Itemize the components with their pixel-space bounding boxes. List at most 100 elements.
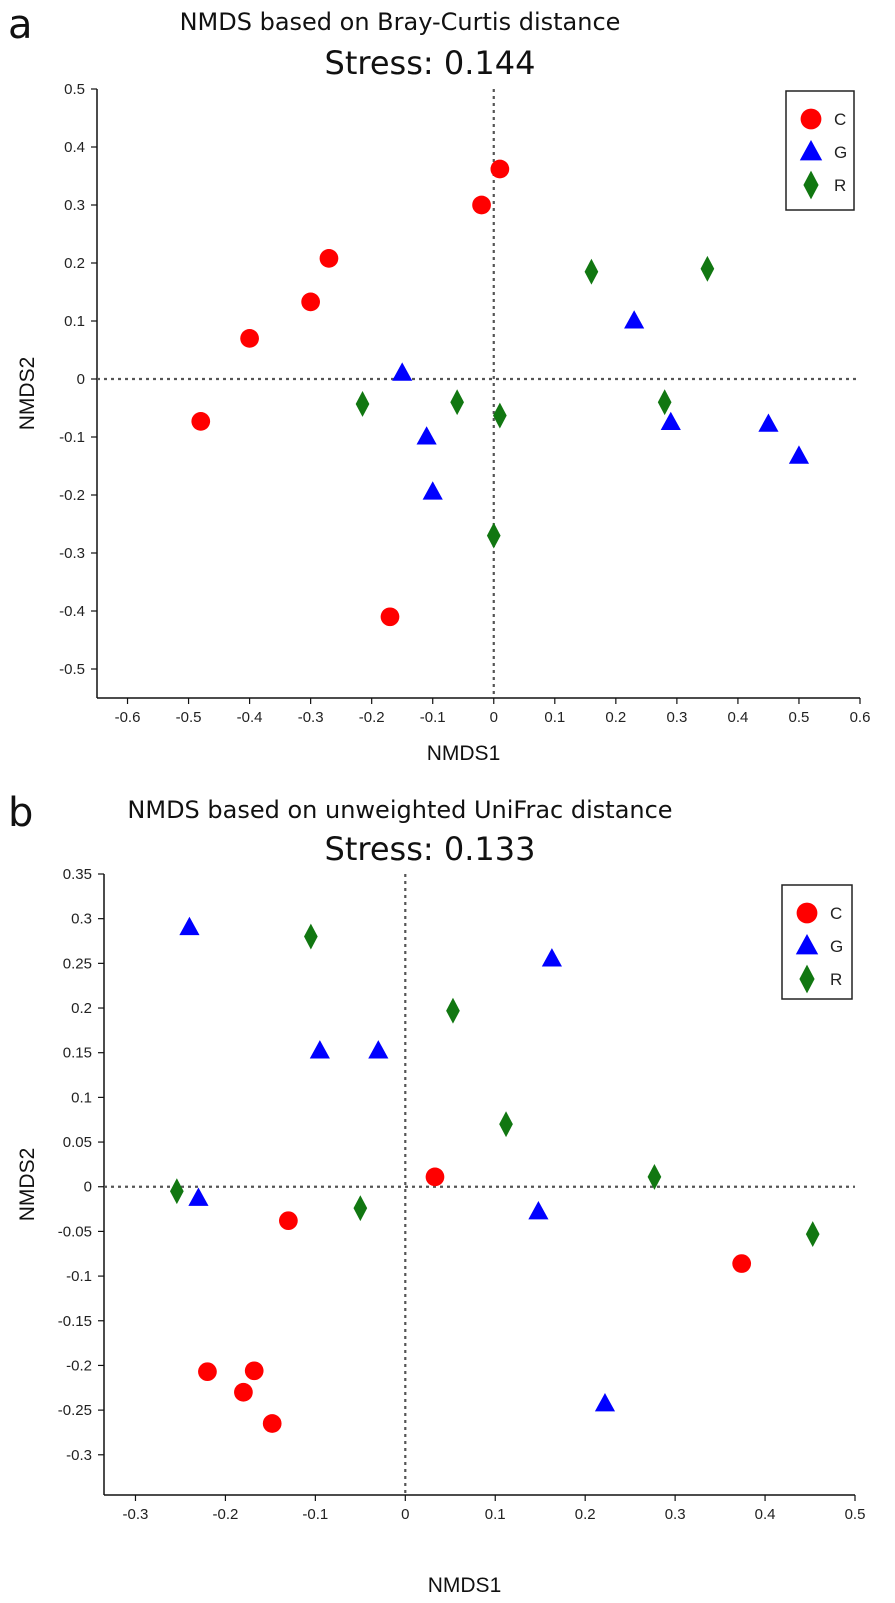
data-point-G [788, 445, 810, 464]
y-tick-label: 0.3 [64, 197, 85, 214]
data-point-G [528, 1200, 549, 1220]
data-point-C [319, 248, 339, 268]
y-tick-label: -0.25 [58, 1402, 92, 1419]
x-tick-label: -0.1 [302, 1506, 328, 1523]
y-tick-label: -0.3 [66, 1447, 92, 1464]
data-point-R [450, 389, 464, 416]
stress-value: Stress: 0.133 [324, 830, 536, 868]
x-tick-label: -0.6 [115, 709, 141, 726]
x-tick-label: 0.6 [850, 709, 871, 726]
legend-marker-R [799, 964, 815, 994]
data-point-R [355, 390, 370, 417]
y-tick-label: 0.3 [71, 911, 92, 928]
x-tick-label: -0.4 [237, 709, 263, 726]
y-tick-label: 0.1 [71, 1089, 92, 1106]
x-tick-label: -0.5 [176, 709, 202, 726]
data-point-G [188, 1187, 209, 1206]
y-tick-label: 0.5 [64, 81, 85, 98]
data-point-C [490, 159, 510, 179]
data-point-R [486, 522, 501, 549]
y-tick-label: 0.35 [63, 866, 92, 883]
data-point-G [179, 916, 200, 936]
data-point-G [422, 481, 443, 500]
y-tick-label: -0.4 [59, 603, 85, 620]
data-point-C [262, 1414, 282, 1433]
data-point-R [446, 997, 460, 1024]
y-axis-label: NMDS2 [16, 1148, 39, 1222]
y-tick-label: 0.4 [64, 139, 85, 156]
x-tick-label: -0.2 [212, 1506, 238, 1523]
y-tick-label: 0.1 [64, 313, 85, 330]
data-point-G [660, 411, 681, 431]
chart-title: NMDS based on unweighted UniFrac distanc… [127, 796, 673, 824]
data-point-G [624, 310, 645, 329]
legend-label-R: R [830, 970, 842, 989]
legend-label-C: C [830, 904, 842, 923]
legend-label-C: C [834, 110, 846, 129]
x-tick-label: 0.5 [789, 709, 810, 726]
y-tick-label: -0.1 [59, 429, 85, 446]
data-point-C [301, 292, 321, 312]
chart-title: NMDS based on Bray-Curtis distance [179, 8, 621, 36]
y-tick-label: -0.3 [59, 545, 85, 562]
legend-marker-G [795, 934, 819, 955]
data-point-C [472, 195, 491, 215]
y-tick-label: -0.1 [66, 1268, 92, 1285]
x-tick-label: 0.2 [605, 709, 626, 726]
y-tick-label: 0.2 [64, 255, 85, 272]
y-tick-label: 0 [77, 371, 85, 388]
x-tick-label: 0.2 [575, 1506, 596, 1523]
legend-marker-R [803, 170, 819, 200]
x-tick-label: -0.1 [420, 709, 446, 726]
data-point-R [657, 389, 672, 416]
legend-marker-C [796, 902, 818, 924]
y-tick-label: -0.15 [58, 1313, 92, 1330]
data-point-G [541, 948, 562, 967]
y-tick-label: -0.2 [66, 1357, 92, 1374]
data-point-G [758, 413, 779, 432]
x-tick-label: 0.1 [485, 1506, 506, 1523]
y-axis-label: NMDS2 [16, 357, 39, 431]
x-tick-label: 0.4 [755, 1506, 776, 1523]
data-point-C [198, 1362, 217, 1382]
y-tick-label: -0.5 [59, 661, 85, 678]
legend-marker-G [799, 140, 823, 161]
x-axis-label: NMDS1 [427, 742, 501, 765]
data-point-G [368, 1040, 389, 1059]
data-point-R [304, 923, 318, 950]
x-tick-label: 0.4 [727, 709, 748, 726]
legend-label-G: G [834, 143, 847, 162]
x-tick-label: 0.1 [544, 709, 565, 726]
panel-b: b NMDS based on unweighted UniFrac dista… [0, 790, 895, 1603]
x-tick-label: 0.5 [845, 1506, 866, 1523]
data-point-R [700, 255, 715, 282]
data-point-C [191, 411, 211, 431]
data-point-R [170, 1178, 184, 1205]
y-tick-label: 0.15 [63, 1045, 92, 1062]
x-tick-label: -0.2 [359, 709, 385, 726]
y-tick-label: -0.05 [58, 1223, 92, 1240]
x-tick-label: -0.3 [298, 709, 324, 726]
legend-label-G: G [830, 937, 843, 956]
data-point-G [416, 426, 437, 445]
data-point-R [493, 402, 507, 429]
legend-box [781, 884, 853, 1000]
x-tick-label: 0 [401, 1506, 409, 1523]
data-point-R [499, 1111, 513, 1138]
data-point-C [732, 1254, 752, 1273]
data-point-G [309, 1040, 330, 1059]
data-point-C [240, 329, 259, 348]
stress-value: Stress: 0.144 [324, 44, 536, 82]
x-tick-label: 0.3 [666, 709, 687, 726]
data-point-C [244, 1361, 264, 1381]
y-tick-label: -0.2 [59, 487, 85, 504]
x-tick-label: 0.3 [665, 1506, 686, 1523]
panel-label: b [8, 790, 34, 836]
x-tick-label: -0.3 [123, 1506, 149, 1523]
legend-label-R: R [834, 176, 846, 195]
data-point-G [594, 1393, 616, 1412]
y-tick-label: 0.05 [63, 1134, 92, 1151]
data-point-C [279, 1211, 298, 1231]
data-point-R [353, 1195, 368, 1222]
data-point-G [392, 362, 413, 381]
